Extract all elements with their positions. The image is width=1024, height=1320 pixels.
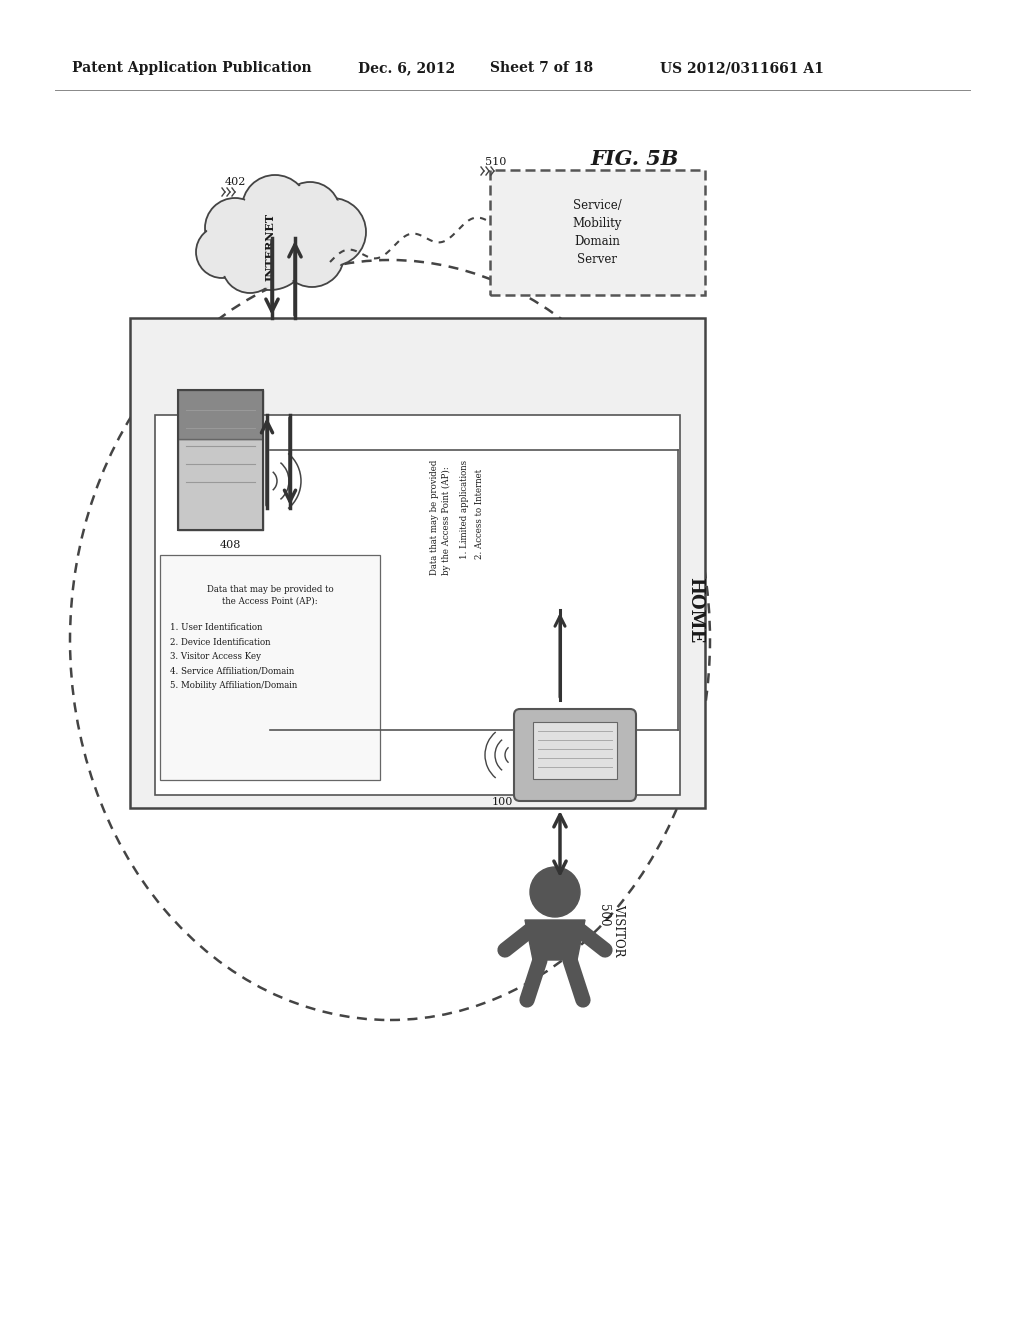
FancyBboxPatch shape <box>178 389 263 440</box>
Circle shape <box>196 226 248 279</box>
FancyBboxPatch shape <box>160 554 380 780</box>
Text: US 2012/0311661 A1: US 2012/0311661 A1 <box>660 61 824 75</box>
FancyBboxPatch shape <box>155 414 680 795</box>
Text: 408: 408 <box>220 540 242 550</box>
Circle shape <box>207 201 263 256</box>
FancyBboxPatch shape <box>514 709 636 801</box>
Circle shape <box>224 239 276 290</box>
Text: 1. Limited applications
2. Access to Internet: 1. Limited applications 2. Access to Int… <box>460 459 483 560</box>
Circle shape <box>232 213 308 288</box>
Circle shape <box>198 228 246 276</box>
Circle shape <box>282 183 338 240</box>
Text: VISITOR
500: VISITOR 500 <box>597 904 625 956</box>
Circle shape <box>280 223 344 286</box>
FancyBboxPatch shape <box>178 440 263 531</box>
Text: 402: 402 <box>225 177 247 187</box>
Circle shape <box>242 176 308 242</box>
Text: Data that may be provided
by the Access Point (AP):: Data that may be provided by the Access … <box>430 459 451 576</box>
Text: 1. User Identification
2. Device Identification
3. Visitor Access Key
4. Service: 1. User Identification 2. Device Identif… <box>170 623 297 690</box>
Text: Data that may be provided to
the Access Point (AP):: Data that may be provided to the Access … <box>207 585 334 606</box>
Circle shape <box>205 198 265 257</box>
Circle shape <box>282 224 342 285</box>
Text: Sheet 7 of 18: Sheet 7 of 18 <box>490 61 593 75</box>
Circle shape <box>222 238 278 293</box>
Text: FIG. 5B: FIG. 5B <box>590 149 678 169</box>
FancyBboxPatch shape <box>490 170 705 294</box>
Circle shape <box>298 198 366 267</box>
Polygon shape <box>525 920 585 960</box>
Text: Dec. 6, 2012: Dec. 6, 2012 <box>358 61 455 75</box>
Text: INTERNET: INTERNET <box>264 213 275 281</box>
Text: 100: 100 <box>492 797 513 807</box>
Circle shape <box>300 201 364 264</box>
Text: HOME: HOME <box>686 577 705 643</box>
Circle shape <box>530 867 580 917</box>
Circle shape <box>230 210 310 290</box>
Text: Service/
Mobility
Domain
Server: Service/ Mobility Domain Server <box>572 199 623 267</box>
Text: Patent Application Publication: Patent Application Publication <box>72 61 311 75</box>
Circle shape <box>280 182 340 242</box>
FancyBboxPatch shape <box>130 318 705 808</box>
Circle shape <box>244 177 306 239</box>
FancyBboxPatch shape <box>534 722 617 779</box>
Text: 510: 510 <box>485 157 507 168</box>
